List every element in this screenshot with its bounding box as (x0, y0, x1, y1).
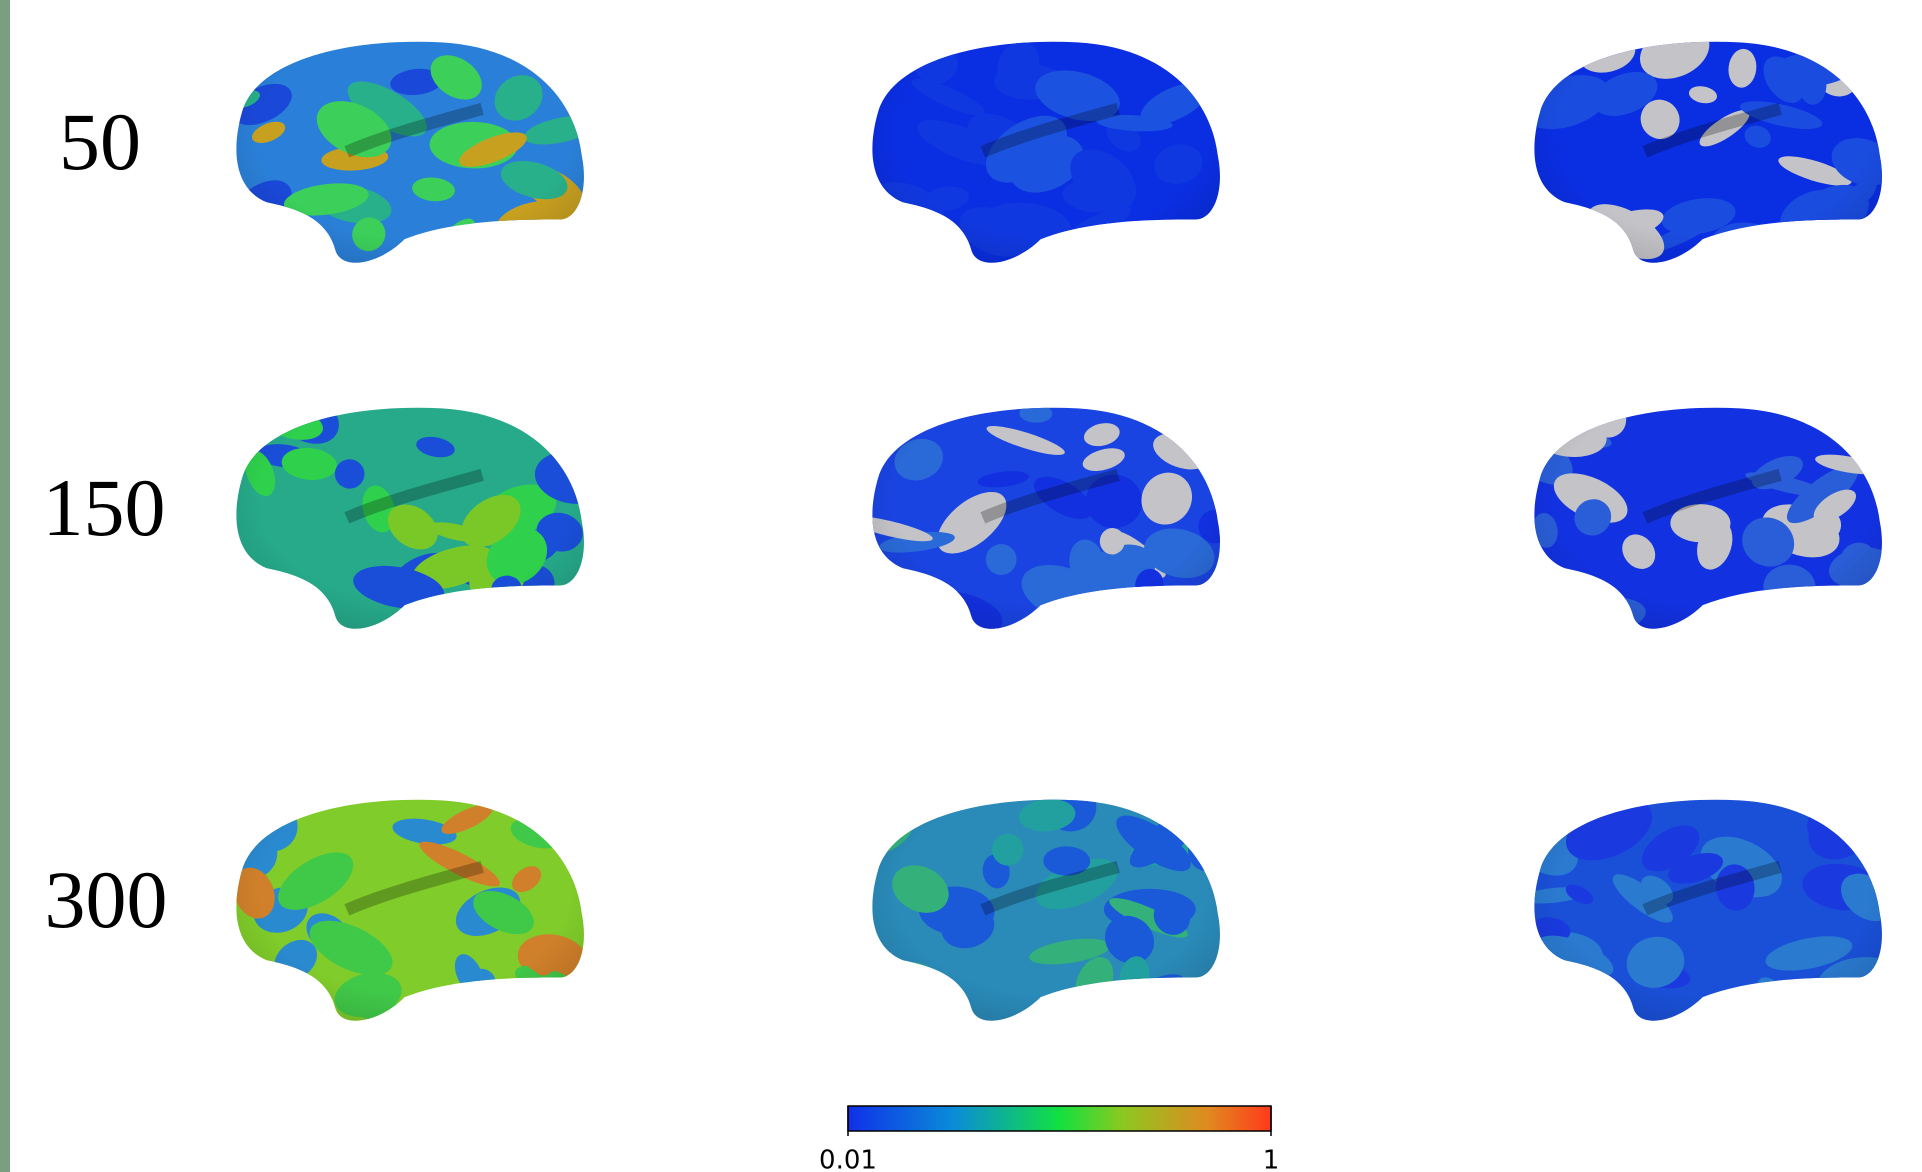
brain-patch (1120, 989, 1183, 1021)
shading (1534, 799, 1882, 1021)
side-strip (0, 0, 10, 1172)
brain-surface (1534, 41, 1882, 263)
brain-render (1534, 41, 1882, 263)
brain-patch (1811, 977, 1858, 1020)
brain-patch (1182, 420, 1220, 437)
brain-patch (1535, 974, 1601, 1021)
brain-patch (1534, 208, 1582, 236)
brain-patch (547, 799, 582, 838)
brain-surface (872, 799, 1220, 1021)
brain-patch (901, 975, 954, 1015)
shading (872, 799, 1220, 1021)
brain-surface (872, 407, 1220, 629)
tick-label: 1 (1263, 1146, 1280, 1172)
brain-patch (1838, 414, 1879, 438)
shading (236, 799, 584, 1021)
brain-render (872, 41, 1220, 263)
tick-label: 0.01 (819, 1146, 877, 1172)
brain-patch (261, 219, 299, 259)
brain-surface (236, 799, 584, 1021)
brain-render (1534, 799, 1882, 1021)
brain-render (236, 799, 584, 1021)
shading (872, 41, 1220, 263)
brain-patch (1192, 43, 1220, 83)
brain-patch (236, 228, 265, 252)
brain-patch (1859, 444, 1882, 468)
brain-render (872, 799, 1220, 1021)
shading (1534, 41, 1882, 263)
brain-render (236, 407, 584, 629)
brain-surface (1534, 799, 1882, 1021)
shading (872, 407, 1220, 629)
shading (236, 407, 584, 629)
brain-patch (1064, 234, 1102, 256)
brain-patch (477, 997, 563, 1014)
brain-surface (236, 407, 584, 629)
shading (236, 41, 584, 263)
colorbar-gradient (847, 1105, 1272, 1132)
row-label: 300 (45, 854, 168, 945)
brain-render (236, 41, 584, 263)
row-label: 50 (59, 96, 141, 187)
brain-patch (563, 407, 584, 436)
brain-render (1534, 407, 1882, 629)
brain-surface (236, 41, 584, 263)
brain-surface (1534, 407, 1882, 629)
row-label: 150 (43, 462, 166, 553)
brain-surface (872, 41, 1220, 263)
brain-patch (900, 230, 960, 252)
shading (1534, 407, 1882, 629)
brain-patch (442, 593, 521, 629)
brain-render (872, 407, 1220, 629)
